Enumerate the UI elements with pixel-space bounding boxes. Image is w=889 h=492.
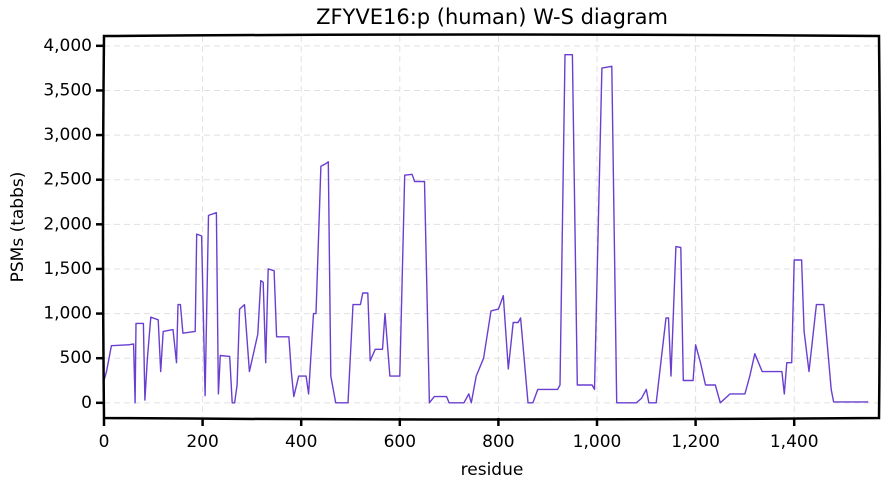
y-tick-label: 1,000 [43,304,92,324]
x-axis-label: residue [461,460,524,480]
y-axis-label: PSMs (tabbs) [8,172,28,283]
x-tick-label: 0 [99,432,110,452]
x-tick-label: 600 [384,432,416,452]
y-tick-label: 2,000 [43,214,92,234]
y-tick-label: 500 [60,348,92,368]
x-tick-label: 200 [186,432,218,452]
x-tick-label: 1,000 [573,432,622,452]
plot-frame [101,33,882,421]
x-tick-label: 1,400 [770,432,819,452]
chart-title: ZFYVE16:p (human) W-S diagram [316,5,668,29]
y-tick-label: 3,000 [43,125,92,145]
x-tick-label: 400 [285,432,317,452]
x-tick-label: 1,200 [671,432,720,452]
y-tick-label: 3,500 [43,80,92,100]
y-tick-label: 2,500 [43,170,92,190]
y-tick-label: 0 [81,393,92,413]
data-line [103,54,869,404]
y-tick-label: 1,500 [43,259,92,279]
x-tick-label: 800 [482,432,514,452]
y-tick-label: 4,000 [43,36,92,56]
